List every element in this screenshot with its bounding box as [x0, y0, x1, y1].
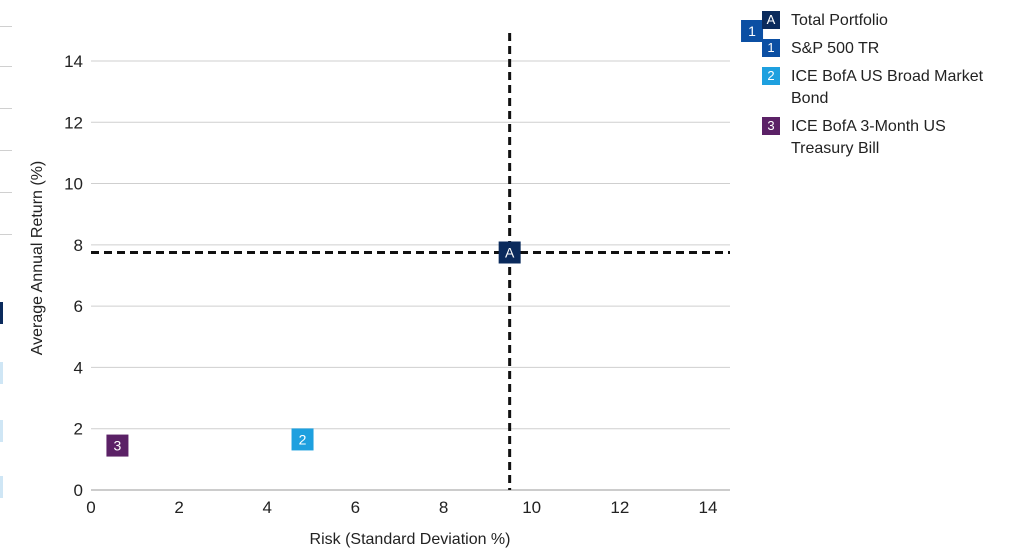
- grid-lines: [91, 60, 730, 491]
- edge-tick: [0, 26, 12, 27]
- legend-label: S&P 500 TR: [791, 40, 880, 57]
- point-label: 3: [114, 438, 122, 454]
- x-tick-label: 14: [699, 498, 718, 517]
- edge-marker: [0, 420, 3, 442]
- data-point-2: 2: [291, 428, 314, 451]
- point-label: A: [505, 245, 515, 261]
- legend-marker: 3: [762, 117, 780, 135]
- edge-marker: [0, 302, 3, 324]
- legend-item-total-portfolio: A Total Portfolio: [762, 10, 1012, 32]
- y-tick-label: 2: [74, 420, 83, 439]
- y-tick-label: 12: [64, 113, 83, 132]
- y-axis-title: Average Annual Return (%): [29, 161, 46, 355]
- point-label: 1: [748, 23, 756, 39]
- y-tick-label: 14: [64, 52, 83, 71]
- y-tick-label: 4: [74, 358, 83, 377]
- x-tick-label: 10: [522, 498, 541, 517]
- legend-marker: 1: [762, 39, 780, 57]
- data-point-a: A: [498, 241, 521, 264]
- legend: A Total Portfolio 1 S&P 500 TR 2 ICE Bof…: [762, 10, 1012, 166]
- x-axis-title: Risk (Standard Deviation %): [310, 531, 511, 548]
- y-tick-label: 10: [64, 175, 83, 194]
- legend-item-sp500: 1 S&P 500 TR: [762, 38, 1012, 60]
- legend-label: Total Portfolio: [791, 12, 888, 29]
- legend-marker: A: [762, 11, 780, 29]
- legend-marker: 2: [762, 67, 780, 85]
- x-tick-label: 12: [610, 498, 629, 517]
- data-point-3: 3: [106, 434, 129, 457]
- legend-item-treasury-bill: 3 ICE BofA 3-Month US Treasury Bill: [762, 116, 1012, 160]
- edge-tick: [0, 234, 12, 235]
- tick-labels: 0 2 4 6 8 10 12 14 0 2 4 6 8 10 12 14: [64, 52, 717, 517]
- x-tick-label: 2: [174, 498, 183, 517]
- data-point-1: 1: [741, 20, 764, 42]
- y-tick-label: 6: [74, 297, 83, 316]
- edge-tick: [0, 108, 12, 109]
- point-marker: [741, 20, 764, 42]
- data-points: A 1 2 3: [106, 20, 764, 457]
- edge-marker: [0, 362, 3, 384]
- legend-item-broad-market-bond: 2 ICE BofA US Broad Market Bond: [762, 66, 1012, 110]
- edge-tick: [0, 66, 12, 67]
- edge-tick: [0, 192, 12, 193]
- point-marker: [291, 428, 314, 451]
- x-tick-label: 6: [351, 498, 360, 517]
- x-tick-label: 8: [439, 498, 448, 517]
- edge-marker: [0, 476, 3, 498]
- point-label: 2: [299, 431, 307, 447]
- edge-tick: [0, 150, 12, 151]
- point-marker: [498, 241, 521, 264]
- point-marker: [106, 434, 129, 457]
- x-tick-label: 4: [263, 498, 272, 517]
- reference-lines: [91, 33, 730, 490]
- y-tick-label: 8: [74, 236, 83, 255]
- x-tick-label: 0: [86, 498, 95, 517]
- y-tick-label: 0: [74, 481, 83, 500]
- legend-label: ICE BofA 3-Month US Treasury Bill: [791, 118, 946, 157]
- legend-label: ICE BofA US Broad Market Bond: [791, 68, 984, 107]
